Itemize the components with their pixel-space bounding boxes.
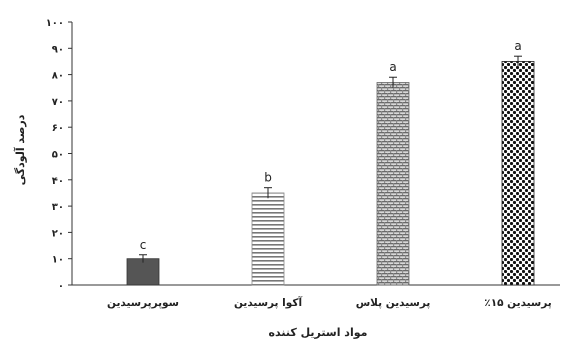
bars bbox=[126, 61, 535, 286]
significance-letter-4: a bbox=[514, 39, 521, 53]
y-tick-label: ۸۰ bbox=[52, 71, 64, 82]
significance-letter-1: c bbox=[140, 238, 147, 252]
significance-letter-3: a bbox=[389, 60, 396, 74]
category-labels: سوپرپرسیدین آکوا پرسیدین پرسیدین پلاس پرسید… bbox=[107, 296, 552, 309]
category-label-3: پرسیدین پلاس bbox=[356, 297, 431, 309]
bar-2 bbox=[251, 192, 285, 286]
significance-letters: c b a a bbox=[140, 39, 522, 252]
significance-letter-2: b bbox=[264, 171, 272, 185]
y-tick-label: ۶۰ bbox=[52, 123, 64, 134]
bar-3 bbox=[376, 82, 410, 286]
y-tick-label: ۴۰ bbox=[52, 176, 64, 187]
y-tick-label: ۵۰ bbox=[52, 150, 64, 161]
y-tick-label: ۳۰ bbox=[52, 202, 64, 213]
error-bars bbox=[139, 55, 522, 263]
y-tick-label: ۱۰ bbox=[52, 255, 64, 266]
bar-1 bbox=[126, 258, 160, 286]
category-label-2: آکوا پرسیدین bbox=[234, 296, 302, 309]
y-tick-label: ۷۰ bbox=[52, 97, 64, 108]
bar-4 bbox=[501, 61, 535, 286]
y-ticks: ۰ ۱۰ ۲۰ ۳۰ ۴۰ ۵۰ ۶۰ ۷۰ ۸۰ ۹۰ ۱۰۰ bbox=[46, 18, 72, 292]
error-bar-3 bbox=[389, 76, 397, 88]
category-label-1: سوپرپرسیدین bbox=[107, 297, 179, 309]
y-tick-label: ۱۰۰ bbox=[46, 18, 64, 29]
y-tick-label: ۲۰ bbox=[52, 228, 64, 239]
y-tick-label: ۹۰ bbox=[52, 44, 64, 55]
y-axis-title: درصد آلودگی bbox=[13, 114, 27, 185]
error-bar-2 bbox=[264, 187, 272, 199]
x-axis-title: مواد استریل کننده bbox=[269, 326, 368, 339]
y-tick-label: ۰ bbox=[58, 281, 64, 292]
error-bar-4 bbox=[514, 55, 522, 67]
category-label-4: پرسیدین ۱۵٪ bbox=[484, 297, 552, 309]
error-bar-1 bbox=[139, 254, 147, 263]
